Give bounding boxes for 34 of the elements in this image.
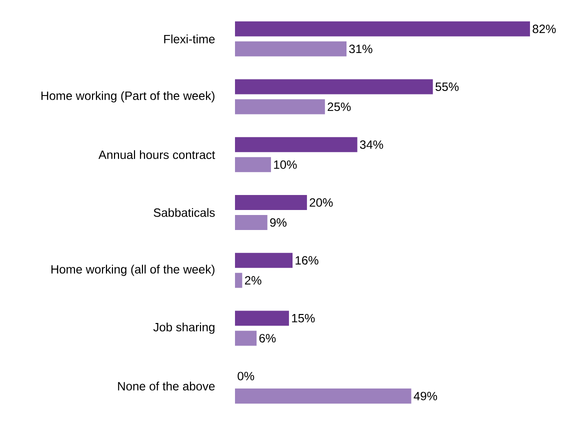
bar [235, 79, 433, 94]
data-label: 34% [360, 140, 384, 149]
bar [235, 252, 293, 268]
bar [235, 137, 358, 152]
y-tick-label: Home working (Part of the week) [41, 91, 214, 102]
data-label: 15% [292, 314, 315, 322]
data-label: 16% [296, 256, 318, 265]
bar [235, 272, 242, 288]
data-label: 9% [270, 218, 286, 227]
bar [235, 99, 325, 114]
bar [235, 41, 347, 56]
y-tick-label: None of the above [118, 382, 215, 390]
y-tick-label: Job sharing [153, 322, 214, 334]
y-tick-label: Home working (all of the week) [51, 264, 214, 276]
data-label: 25% [328, 102, 351, 112]
data-label: 2% [244, 276, 262, 285]
data-label: 31% [349, 44, 372, 54]
y-tick-label: Annual hours contract [98, 150, 216, 160]
data-label: 0% [238, 372, 254, 380]
bar [235, 21, 530, 36]
bar [235, 157, 271, 172]
data-label: 10% [274, 160, 297, 169]
bar [235, 330, 257, 346]
bar [235, 310, 289, 326]
y-tick-label: Flexi-time [164, 34, 215, 44]
data-label: 20% [310, 198, 333, 207]
bar [235, 194, 307, 210]
bar [235, 388, 412, 404]
data-label: 82% [532, 24, 556, 34]
bar [235, 214, 268, 230]
y-tick-label: Sabbaticals [154, 208, 215, 217]
data-label: 49% [414, 392, 438, 400]
data-label: 6% [259, 334, 276, 342]
data-label: 55% [436, 82, 459, 91]
